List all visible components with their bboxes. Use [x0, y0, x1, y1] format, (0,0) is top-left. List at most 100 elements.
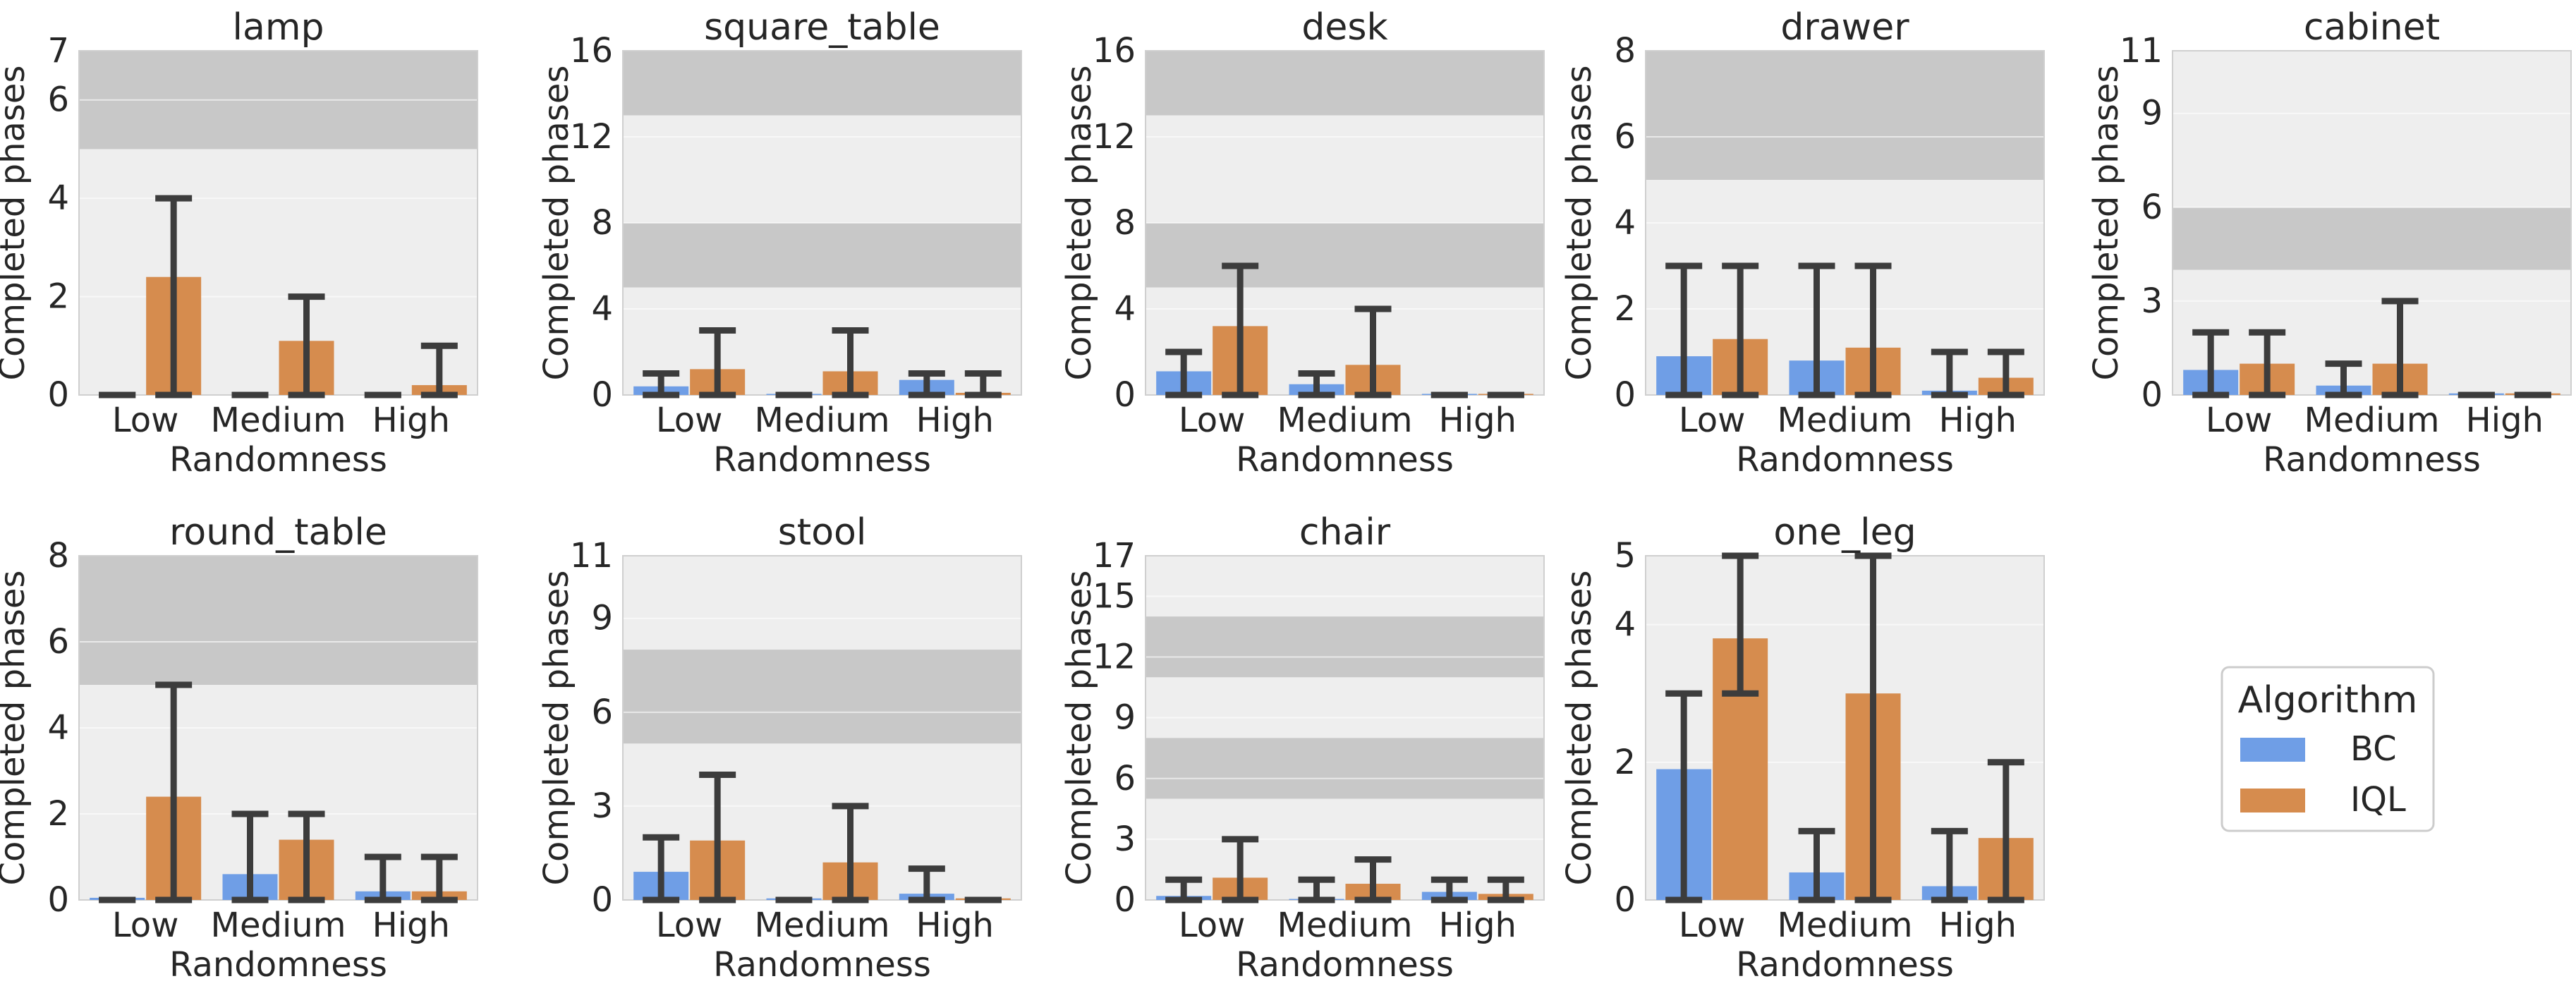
- error-bar-iql-low: [699, 327, 736, 398]
- y-tick-label: 0: [591, 880, 613, 920]
- error-bar-bc-low: [643, 370, 680, 398]
- error-bar-bc-medium: [1798, 827, 1835, 903]
- y-tick-label: 16: [1093, 31, 1136, 71]
- error-bar-iql-low: [1722, 262, 1759, 398]
- y-tick-label: 6: [2141, 188, 2163, 227]
- y-tick-label: 3: [1114, 820, 1136, 859]
- x-tick-label: Low: [656, 906, 723, 945]
- chart-title: stool: [778, 511, 867, 554]
- x-axis-label: Randomness: [1236, 945, 1454, 985]
- error-bar-bc-low: [1165, 876, 1203, 903]
- y-tick-label: 2: [1614, 743, 1636, 782]
- y-axis-label: Completed phases: [537, 571, 576, 886]
- y-tick-label: 6: [1114, 759, 1136, 798]
- plot-frame: [2172, 50, 2572, 396]
- x-tick-label: Low: [2206, 401, 2273, 440]
- y-tick-label: 9: [2141, 94, 2163, 133]
- error-bar-iql-medium: [1854, 262, 1892, 398]
- shaded-band: [1146, 51, 1544, 116]
- shaded-band: [2173, 207, 2571, 270]
- y-tick-label: 0: [1614, 375, 1636, 415]
- x-tick-label: Medium: [755, 401, 890, 440]
- plot-background: [1646, 556, 2044, 900]
- x-tick-label: Medium: [1277, 906, 1413, 945]
- error-bar-iql-medium: [288, 810, 325, 903]
- plot-frame: [1645, 555, 2045, 901]
- chart-title: cabinet: [2304, 6, 2440, 49]
- y-tick-label: 8: [591, 203, 613, 243]
- plot-frame: [78, 50, 478, 396]
- x-tick-label: Medium: [1277, 401, 1413, 440]
- y-tick-label: 15: [1093, 576, 1136, 616]
- chart-title: desk: [1301, 6, 1387, 49]
- x-tick-label: High: [372, 401, 450, 440]
- y-tick-label: 2: [47, 794, 69, 834]
- y-tick-label: 8: [1114, 203, 1136, 243]
- error-bar-iql-medium: [832, 327, 869, 398]
- error-bar-iql-medium: [1354, 856, 1392, 903]
- x-tick-label: High: [1439, 906, 1517, 945]
- y-tick-label: 11: [2120, 31, 2163, 71]
- chart-panel-lamp: Low Medium High 0 2 4 6 7 lamp Randomness Complete…: [0, 6, 478, 480]
- plot-frame: [1145, 50, 1545, 396]
- y-axis-label: Completed phases: [1059, 66, 1099, 381]
- chart-panel-desk: Low Medium High 0 4 8 12 16 desk Randomness Comple…: [1059, 6, 1545, 480]
- x-tick-label: Low: [656, 401, 723, 440]
- error-bar-iql-medium: [288, 293, 325, 398]
- error-bar-iql-medium: [2381, 298, 2419, 398]
- shaded-band: [79, 556, 478, 685]
- shaded-band: [1646, 51, 2044, 180]
- y-tick-label: 9: [1114, 698, 1136, 738]
- y-tick-label: 2: [1614, 289, 1636, 329]
- y-tick-label: 12: [1093, 117, 1136, 157]
- error-bar-bc-low: [1665, 262, 1703, 398]
- x-tick-label: Medium: [211, 906, 346, 945]
- y-tick-label: 4: [1614, 605, 1636, 645]
- y-tick-label: 4: [591, 289, 613, 329]
- y-axis-label: Completed phases: [0, 66, 32, 381]
- shaded-band: [1146, 616, 1544, 678]
- shaded-band: [1146, 738, 1544, 799]
- y-axis-label: Completed phases: [1560, 66, 1599, 381]
- y-tick-label: 16: [570, 31, 613, 71]
- y-tick-label: 5: [1614, 536, 1636, 576]
- x-tick-label: Medium: [1778, 401, 1913, 440]
- plot-frame: [622, 555, 1022, 901]
- error-bar-bc-high: [1931, 827, 1968, 903]
- x-tick-label: Low: [1679, 401, 1746, 440]
- y-tick-label: 6: [47, 80, 69, 120]
- chart-title: lamp: [233, 6, 324, 49]
- plot-frame: [622, 50, 1022, 396]
- legend-swatch-iql: [2240, 789, 2305, 812]
- chart-panel-round-table: Low Medium High 0 2 4 6 8 round_table Randomness C…: [0, 511, 478, 985]
- y-tick-label: 6: [47, 622, 69, 662]
- error-bar-bc-low: [2192, 329, 2230, 398]
- error-bar-iql-low: [1722, 552, 1759, 697]
- legend-title: Algorithm: [2238, 679, 2418, 722]
- y-tick-label: 4: [47, 708, 69, 748]
- x-axis-label: Randomness: [1736, 440, 1954, 480]
- error-bar-iql-low: [1222, 836, 1259, 903]
- y-tick-label: 6: [1614, 117, 1636, 157]
- error-bar-bc-high: [908, 370, 945, 398]
- y-tick-label: 3: [2141, 281, 2163, 321]
- x-tick-label: Low: [1179, 906, 1246, 945]
- error-bar-bc-high: [364, 853, 401, 903]
- error-bar-bc-low: [1665, 690, 1703, 903]
- plot-frame: [1145, 555, 1545, 901]
- error-bar-iql-low: [1222, 262, 1259, 398]
- y-tick-label: 17: [1093, 536, 1136, 576]
- x-tick-label: Medium: [755, 906, 890, 945]
- shaded-band: [1146, 223, 1544, 288]
- y-tick-label: 11: [570, 536, 613, 576]
- error-bar-iql-low: [155, 195, 193, 398]
- y-tick-label: 0: [47, 375, 69, 415]
- y-axis-label: Completed phases: [1059, 571, 1099, 886]
- x-axis-label: Randomness: [713, 440, 931, 480]
- error-bar-iql-medium: [1354, 305, 1392, 398]
- y-tick-label: 0: [1114, 880, 1136, 920]
- x-tick-label: High: [1439, 401, 1517, 440]
- y-tick-label: 7: [47, 31, 69, 71]
- error-bar-iql-medium: [832, 803, 869, 903]
- y-tick-label: 2: [47, 277, 69, 317]
